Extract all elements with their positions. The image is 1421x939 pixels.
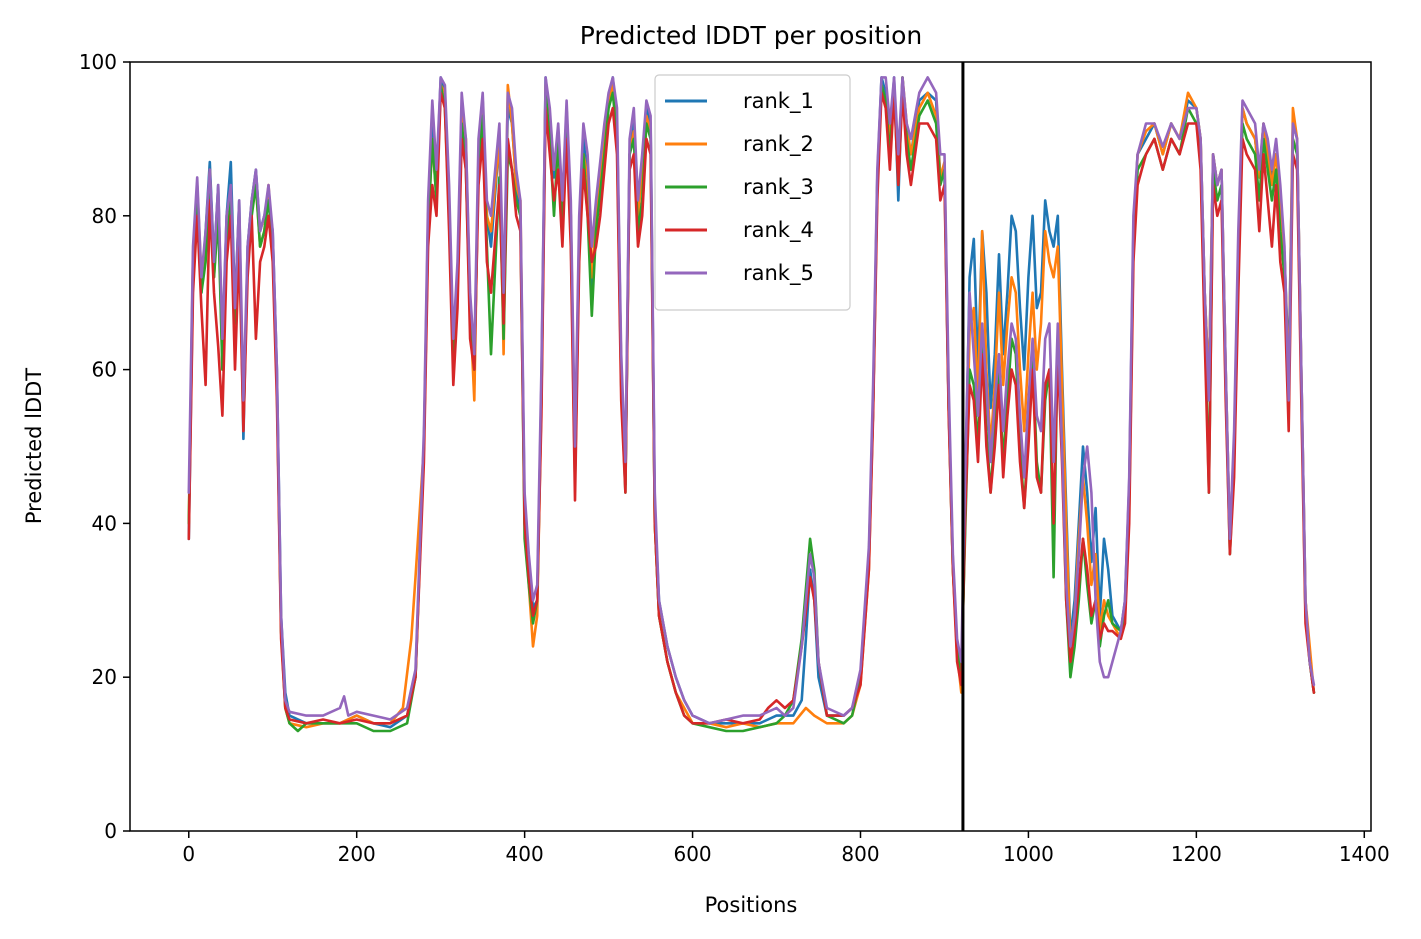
x-axis-title: Positions [705,893,798,917]
y-tick-label: 60 [92,358,117,382]
axes-layer: 0 200 400 600 800 1000 1200 1400 0 20 40 60 80 100 [79,50,1390,866]
legend-label-rank_4: rank_4 [743,218,814,243]
plot-frame [129,61,1372,832]
y-tick-label: 0 [104,819,117,843]
chart-title: Predicted lDDT per position [580,21,922,50]
legend-label-rank_1: rank_1 [743,89,814,114]
x-tick-label: 200 [338,842,376,866]
x-tick-label: 600 [673,842,711,866]
x-tick-label: 1400 [1339,842,1390,866]
legend-label-rank_2: rank_2 [743,132,814,157]
legend-label-rank_5: rank_5 [743,261,814,286]
x-tick-label: 1200 [1171,842,1222,866]
legend: rank_1 rank_2 rank_3 rank_4 rank_5 [654,74,851,311]
y-axis-title: Predicted lDDT [22,368,46,524]
legend-label-rank_3: rank_3 [743,175,814,200]
legend-box [654,74,851,311]
y-tick-label: 40 [92,511,117,535]
x-tick-label: 400 [506,842,544,866]
y-tick-label: 100 [79,50,117,74]
x-tick-label: 800 [841,842,879,866]
series-line-rank_2 [187,76,1316,729]
series-layer [187,76,1316,733]
y-tick-label: 80 [92,204,117,228]
y-tick-label: 20 [92,665,117,689]
series-line-rank_5 [187,76,1316,725]
x-tick-label: 1000 [1003,842,1054,866]
x-tick-label: 0 [182,842,195,866]
